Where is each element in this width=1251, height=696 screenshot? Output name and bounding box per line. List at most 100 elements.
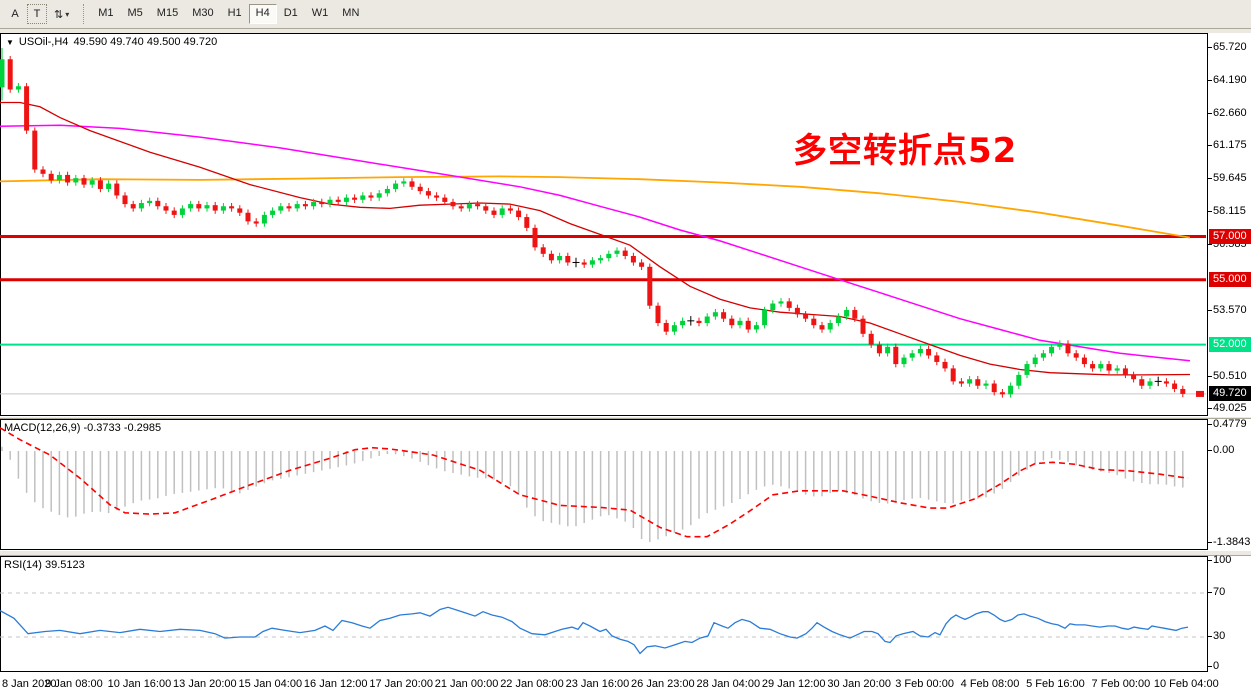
cursor-tool-button[interactable]: A <box>11 8 19 20</box>
timeframe-button-M15[interactable]: M15 <box>156 7 179 19</box>
macd-signal-line <box>0 427 1189 538</box>
axis-tick-mark <box>1208 309 1212 311</box>
time-label: 8 Jan 2020 <box>2 678 57 690</box>
time-label: 22 Jan 08:00 <box>500 678 564 690</box>
panel-splitter[interactable] <box>0 416 1251 419</box>
axis-tick-label: 0 <box>1213 660 1220 672</box>
time-label: 21 Jan 00:00 <box>434 678 499 690</box>
axis-tick-label: 0.00 <box>1213 444 1235 456</box>
indicators-tool-button[interactable]: ⇅ ▾ <box>54 8 70 21</box>
macd-plot-frame <box>0 419 1208 550</box>
time-label: 15 Jan 04:00 <box>238 678 303 690</box>
timeframe-button-H4[interactable]: H4 <box>248 4 277 24</box>
time-label: 7 Feb 00:00 <box>1091 678 1151 690</box>
drawing-tools-group: A T ⇅ ▾ <box>0 4 75 24</box>
panel-splitter[interactable] <box>0 550 1251 556</box>
time-label: 28 Jan 04:00 <box>696 678 761 690</box>
chart-symbol-label: USOil-,H4 <box>18 36 69 48</box>
rsi-label: RSI(14) 39.5123 <box>4 559 85 571</box>
axis-tick-label: -1.3843 <box>1213 535 1251 548</box>
axis-tick-mark <box>1208 636 1212 637</box>
timeframe-button-D1[interactable]: D1 <box>283 7 298 19</box>
axis-tick-mark <box>1208 375 1212 377</box>
dropdown-caret-icon[interactable]: ▾ <box>65 9 70 19</box>
axis-tick-label: 62.660 <box>1213 107 1247 120</box>
axis-tick-label: 50.510 <box>1213 369 1247 382</box>
time-label: 23 Jan 16:00 <box>565 678 630 690</box>
macd-indicator-panel[interactable]: MACD(12,26,9) -0.3733 -0.2985 0.4779 0.00… <box>0 418 1251 550</box>
axis-tick-mark <box>1208 541 1212 543</box>
time-label: 10 Jan 16:00 <box>107 678 172 690</box>
time-label: 3 Feb 00:00 <box>895 678 954 690</box>
price-badge-57.000: 57.000 <box>1209 228 1251 244</box>
bid-price-marker <box>1196 390 1204 397</box>
chart-title: ▼ USOil-,H4 49.590 49.740 49.500 49.720 <box>6 36 217 48</box>
time-label: 26 Jan 23:00 <box>631 678 695 690</box>
time-label: 10 Feb 04:00 <box>1153 678 1219 690</box>
axis-tick-mark <box>1208 407 1212 409</box>
axis-tick-label: 61.175 <box>1213 139 1247 152</box>
price-badge-55.000: 55.000 <box>1209 271 1251 287</box>
symbol-dropdown-icon[interactable]: ▼ <box>6 37 14 47</box>
axis-tick-mark <box>1208 145 1212 147</box>
time-label: 5 Feb 16:00 <box>1026 678 1085 690</box>
axis-tick-label: 30 <box>1213 630 1226 642</box>
axis-tick-mark <box>1208 450 1212 451</box>
axis-tick-mark <box>1208 666 1212 667</box>
axis-tick-label: 100 <box>1213 554 1232 566</box>
chart-ohlc-values: 49.590 49.740 49.500 49.720 <box>73 36 218 48</box>
time-label: 29 Jan 12:00 <box>761 678 826 690</box>
price-badge-49.720: 49.720 <box>1209 385 1251 401</box>
axis-tick-mark <box>1208 80 1212 82</box>
time-label: 16 Jan 12:00 <box>303 678 368 690</box>
axis-tick-label: 49.025 <box>1213 401 1247 414</box>
timeframe-button-M30[interactable]: M30 <box>192 7 214 19</box>
time-label: 9 Jan 08:00 <box>45 678 103 690</box>
axis-tick-mark <box>1208 178 1212 180</box>
rsi-plot-frame <box>0 556 1208 672</box>
chart-text-annotation[interactable]: 多空转折点52 <box>793 131 1018 171</box>
price-plot-frame <box>0 33 1208 416</box>
axis-tick-label: 59.645 <box>1213 172 1247 185</box>
candles-layer <box>0 48 1186 398</box>
axis-tick-mark <box>1208 560 1212 561</box>
price-chart-panel[interactable]: ▼ USOil-,H4 49.590 49.740 49.500 49.720 … <box>0 33 1251 416</box>
rsi-line <box>0 606 1189 655</box>
axis-tick-label: 65.720 <box>1213 41 1247 53</box>
text-tool-button[interactable]: T <box>27 4 47 24</box>
candlestick-chart[interactable] <box>0 33 1207 416</box>
toolbar-separator <box>83 4 85 24</box>
ma-mid-line <box>0 124 1191 362</box>
timeframe-buttons-group: M1 M5 M15 M30 H1 H4 D1 W1 MN <box>91 4 366 24</box>
time-label: 17 Jan 20:00 <box>369 678 433 690</box>
timeframe-button-M5[interactable]: M5 <box>127 7 143 19</box>
macd-chart[interactable] <box>0 419 1207 550</box>
time-axis[interactable]: 8 Jan 2020 9 Jan 08:00 10 Jan 16:00 13 Jan … <box>0 672 1251 696</box>
macd-label: MACD(12,26,9) -0.3733 -0.2985 <box>4 422 162 434</box>
timeframe-button-MN[interactable]: MN <box>342 7 360 19</box>
axis-tick-mark <box>1208 424 1212 425</box>
timeframe-button-W1[interactable]: W1 <box>311 7 329 19</box>
axis-tick-mark <box>1208 211 1212 213</box>
rsi-chart[interactable] <box>0 556 1207 672</box>
ma-slow-line <box>0 175 1191 239</box>
rsi-indicator-panel[interactable]: RSI(14) 39.5123 100 70 30 0 <box>0 554 1251 672</box>
price-badge-52.000: 52.000 <box>1209 336 1251 352</box>
axis-tick-mark <box>1208 244 1212 246</box>
axis-tick-label: 58.115 <box>1213 205 1246 218</box>
time-label: 13 Jan 20:00 <box>173 678 237 690</box>
axis-tick-label: 0.4779 <box>1213 418 1247 430</box>
macd-histogram-layer <box>1 446 1184 542</box>
axis-tick-label: 70 <box>1213 586 1226 598</box>
top-toolbar: A T ⇅ ▾ M1 M5 M15 M30 H1 H4 D1 W1 MN <box>0 0 1251 29</box>
timeframe-button-M1[interactable]: M1 <box>98 7 114 19</box>
time-label: 4 Feb 08:00 <box>960 678 1020 690</box>
axis-tick-mark <box>1208 113 1212 115</box>
axis-tick-label: 64.190 <box>1213 74 1247 87</box>
axis-tick-mark <box>1208 47 1212 48</box>
axis-tick-mark <box>1208 592 1212 593</box>
axis-tick-label: 53.570 <box>1213 303 1247 316</box>
ma-fast-line <box>0 101 1191 376</box>
timeframe-button-H1[interactable]: H1 <box>227 7 242 19</box>
